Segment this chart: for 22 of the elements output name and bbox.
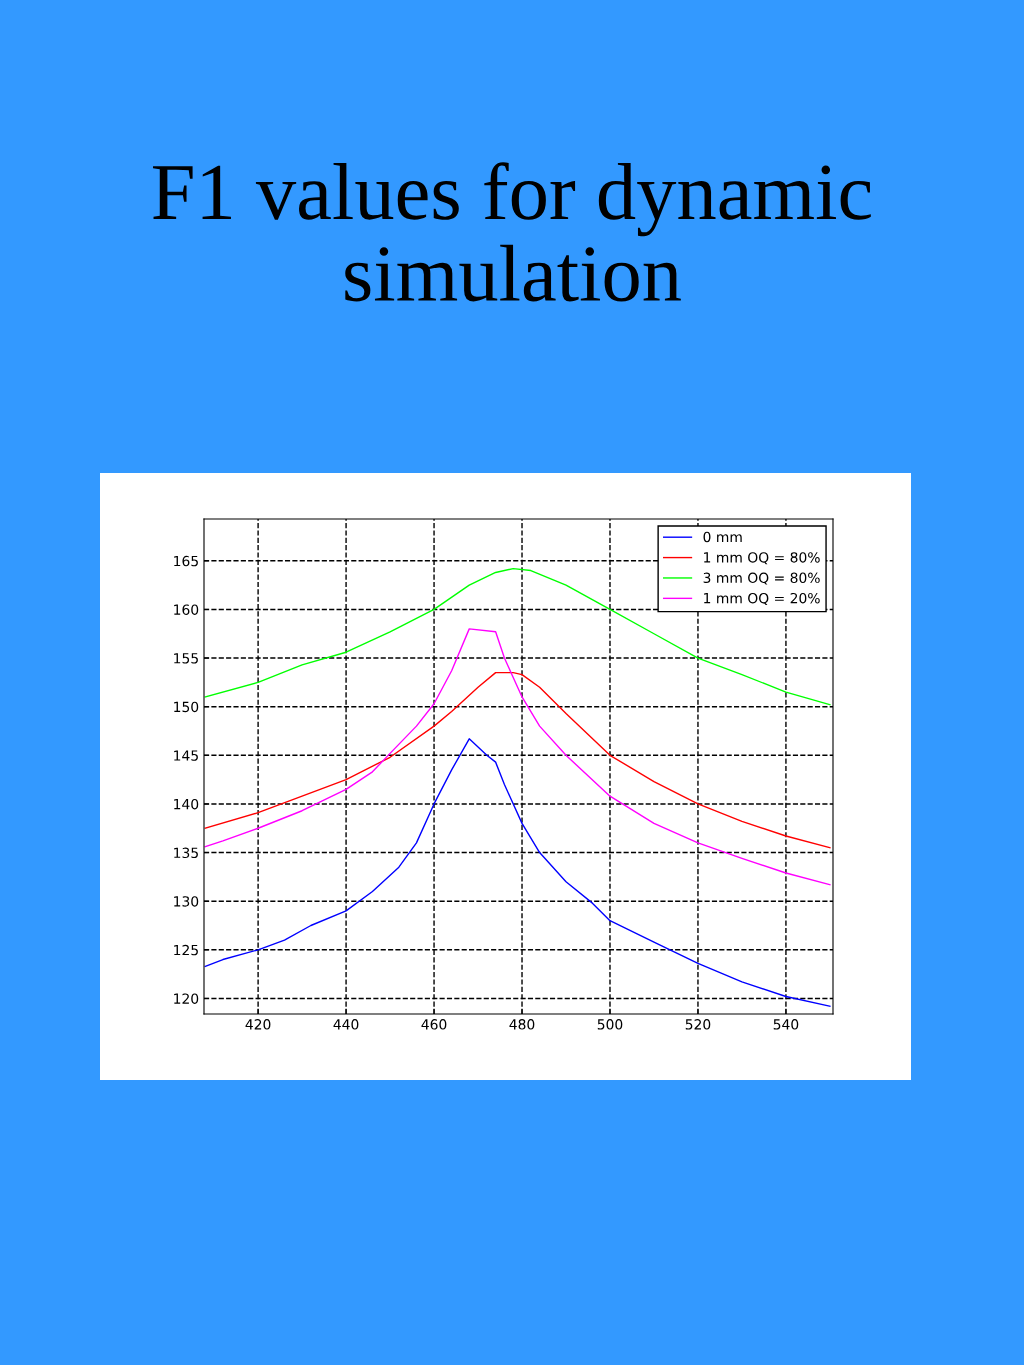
y-tick-label: 140 <box>174 798 199 810</box>
x-tick-label: 440 <box>333 1019 359 1030</box>
chart-title: F1 values for dynamic simulation <box>153 162 871 302</box>
x-tick-label: 420 <box>245 1019 271 1030</box>
y-tick-label: 145 <box>174 750 198 761</box>
y-tick-label: 150 <box>174 701 199 713</box>
x-tick-label: 460 <box>421 1019 447 1030</box>
legend-label: 0 mm <box>703 531 742 543</box>
x-tick-label: 520 <box>685 1019 711 1030</box>
y-tick-label: 135 <box>174 847 198 859</box>
y-tick-label: 155 <box>174 653 198 664</box>
y-tick-label: 130 <box>174 896 199 907</box>
legend-label: 1 mm OQ = 20% <box>704 592 820 605</box>
x-tick-label: 500 <box>597 1019 623 1030</box>
y-tick-label: 120 <box>174 993 199 1004</box>
y-tick-label: 165 <box>174 555 198 567</box>
y-tick-label: 125 <box>174 944 198 956</box>
y-tick-label: 160 <box>174 604 199 615</box>
x-tick-label: 480 <box>509 1019 535 1030</box>
legend-label: 3 mm OQ = 80% <box>703 572 820 585</box>
legend-label: 1 mm OQ = 80% <box>704 552 820 565</box>
x-tick-label: 540 <box>773 1019 799 1030</box>
